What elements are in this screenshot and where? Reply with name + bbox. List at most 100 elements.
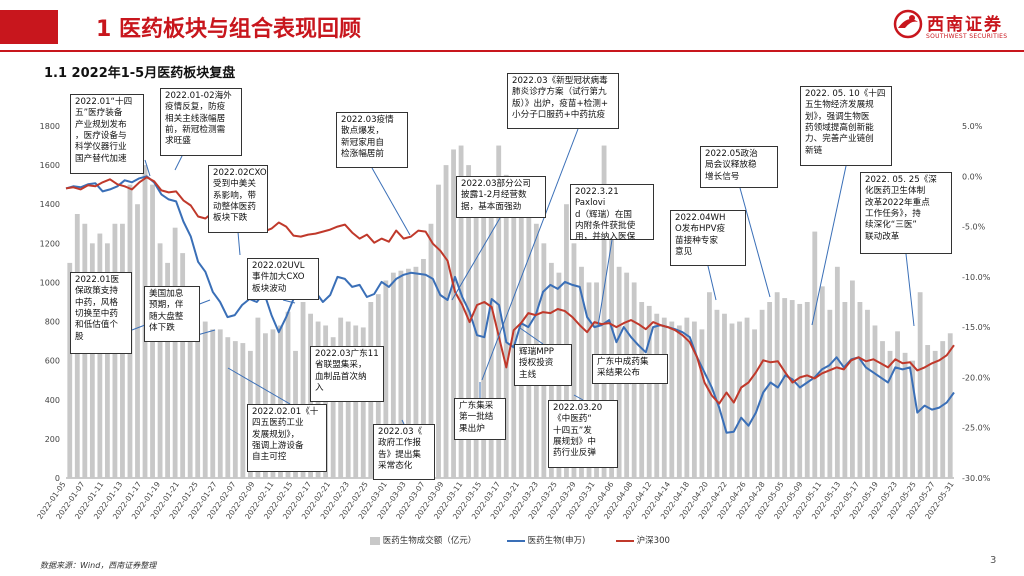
volume-bar [812, 231, 818, 478]
volume-bar [737, 321, 742, 478]
annotation-box: 2022.05政治 局会议释放稳 增长信号 [700, 146, 778, 188]
volume-bar [195, 325, 201, 478]
volume-bar [232, 341, 238, 478]
page-number: 3 [990, 555, 997, 566]
right-axis-tick-label: 5.0% [962, 122, 983, 131]
volume-bar [917, 292, 923, 478]
annotation-pointer [401, 419, 405, 425]
annotation-pointer [707, 265, 717, 301]
volume-bar [932, 350, 938, 478]
annotation-box: 2022.01-02海外 疫情反复，防疫 相关主线涨幅居 前，新冠检测需 求旺盛 [160, 88, 242, 156]
right-axis-tick-label: -10.0% [962, 273, 991, 282]
volume-bar [804, 302, 810, 478]
right-axis-tick-label: -15.0% [962, 323, 991, 332]
volume-bar [654, 313, 660, 478]
volume-bar [210, 329, 216, 478]
volume-bar [496, 145, 502, 479]
volume-bar [157, 243, 163, 478]
annotation-box: 广东中成药集 采结果公布 [592, 354, 668, 384]
logo-en: SOUTHWEST SECURITIES [926, 33, 1008, 40]
volume-bar [428, 223, 434, 478]
annotation-box: 2022.3.21 Paxlovi d（辉瑞）在国 内附条件获批使 用，并纳入医… [570, 184, 654, 242]
annotation-box: 2022.01“十四 五”医疗装备 产业规划发布 ，医疗设备与 科学仪器行业 国… [70, 94, 144, 174]
volume-bar [684, 317, 690, 478]
annotation-pointer [739, 187, 771, 298]
volume-bar [451, 149, 456, 478]
annotation-pointer [451, 217, 501, 301]
chart-subtitle: 1.1 2022年1-5月医药板块复盘 [44, 66, 236, 81]
left-axis-tick-label: 1800 [40, 122, 60, 131]
annotation-box: 2022.03部分公司 披露1-2月经营数 据，基本面强劲 [456, 176, 546, 218]
volume-bar [300, 302, 306, 478]
volume-bar [481, 204, 487, 478]
volume-bar [511, 204, 517, 478]
annotation-box: 2022.03《 政府工作报 告》提出集 采常态化 [373, 424, 435, 480]
annotation-box: 2022. 05. 10《十四 五生物经济发展规 划》，强调生物医 药领域提高创… [800, 86, 892, 166]
volume-bar [217, 329, 223, 478]
volume-bar [895, 331, 900, 478]
volume-bar [849, 280, 855, 478]
volume-bar [436, 184, 441, 478]
volume-bar [910, 360, 916, 478]
volume-bar [646, 305, 652, 478]
annotation-box: 2022.03疫情 散点爆发， 新冠家用自 检涨幅居前 [336, 112, 408, 168]
volume-bar [135, 204, 140, 478]
volume-bar [443, 165, 449, 478]
volume-bar [240, 343, 246, 478]
volume-bar [819, 286, 825, 478]
legend-item-pharma: 医药生物(申万) [506, 534, 599, 546]
title-bar: 1 医药板块与组合表现回顾 西南证券 SOUTHWEST SECURITIES [0, 0, 1024, 52]
right-axis-tick-label: -20.0% [962, 373, 991, 382]
volume-bar [639, 302, 645, 478]
annotation-box: 2022.02CXO 受到中美关 系影响，带 动整体医药 板块下跌 [208, 165, 268, 233]
annotation-pointer [905, 253, 915, 327]
left-axis-tick-label: 1600 [40, 161, 60, 170]
left-axis-tick-label: 400 [45, 396, 60, 405]
annotation-pointer [237, 231, 241, 256]
volume-bar [564, 204, 569, 478]
volume-bar [383, 280, 389, 478]
volume-bar [488, 214, 494, 478]
volume-bar [518, 194, 524, 478]
volume-bar [691, 321, 697, 478]
volume-bar [89, 243, 95, 478]
volume-bar [782, 298, 788, 478]
volume-bar [661, 317, 667, 478]
annotation-box: 2022.02.01《十 四五医药工业 发展规划》， 强调上游设备 自主可控 [247, 404, 327, 472]
volume-bar [270, 329, 276, 478]
volume-bar [834, 266, 840, 478]
volume-bar [707, 292, 712, 478]
title-divider [0, 50, 1024, 52]
volume-bar [767, 302, 773, 478]
legend-label-pharma: 医药生物(申万) [527, 536, 586, 546]
legend-label-bars: 医药生物成交额（亿元） [382, 536, 477, 546]
volume-bar [872, 325, 878, 478]
volume-bar [104, 243, 110, 478]
volume-bar [774, 292, 780, 478]
volume-bar [172, 227, 178, 478]
annotation-pointer [282, 299, 296, 304]
annotation-box: 美国加息 预期，伴 随大盘整 体下跌 [144, 286, 200, 342]
right-axis-tick-label: -30.0% [962, 474, 991, 483]
annotation-box: 辉瑞MPP 授权投资 主线 [514, 344, 572, 386]
volume-bar [601, 145, 607, 479]
left-axis-tick-label: 200 [45, 435, 60, 444]
volume-bar [579, 266, 584, 478]
left-axis-tick-label: 800 [45, 318, 60, 327]
volume-bar [405, 268, 411, 478]
annotation-pointer [597, 239, 613, 327]
volume-bar [285, 311, 291, 478]
volume-bar [421, 258, 426, 478]
data-source-note: 数据来源：Wind，西南证券整理 [40, 561, 157, 570]
volume-bar [880, 341, 885, 478]
volume-bar [797, 303, 803, 478]
volume-bar [925, 345, 931, 478]
volume-bar [390, 272, 396, 478]
title-accent-block [0, 10, 58, 44]
volume-bar [255, 317, 261, 478]
annotation-pointer [144, 159, 151, 177]
legend-item-hs300: 沪深300 [615, 534, 684, 546]
volume-bar [398, 270, 404, 478]
annotation-pointer [573, 394, 584, 401]
annotation-box: 2022.03《新型冠状病毒 肺炎诊疗方案（试行第九 版）》出炉，疫苗+检测+ … [507, 73, 619, 129]
